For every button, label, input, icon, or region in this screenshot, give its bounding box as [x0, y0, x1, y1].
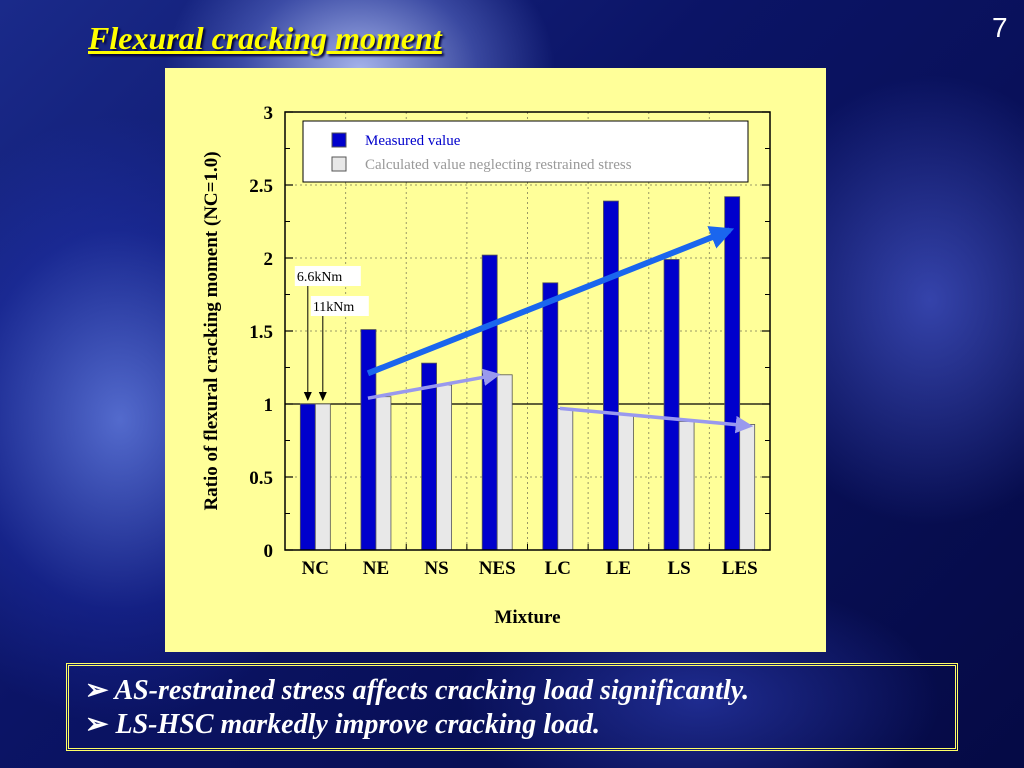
- summary-line-1: ➢ AS-restrained stress affects cracking …: [85, 674, 955, 708]
- bar-calculated: [496, 374, 513, 551]
- bar-measured: [481, 254, 498, 551]
- bar-calculated: [436, 384, 452, 551]
- bar-calculated: [618, 413, 634, 551]
- bar-measured: [360, 329, 377, 551]
- legend-label: Measured value: [365, 133, 461, 149]
- trend-arrow: [366, 226, 735, 377]
- page-number: 7: [992, 12, 1008, 43]
- x-tick-label: LE: [606, 558, 631, 579]
- annotation-arrow-icon: [303, 392, 312, 401]
- trend-arrow: [367, 368, 501, 400]
- bar-chart: 0 0.5 1 1.5 2 2.5 3 NC NE NS NES LC LE LS LES Mixture Ra…: [201, 103, 771, 628]
- y-tick-label: 2: [264, 249, 274, 270]
- annotation-label: 11kNm: [313, 300, 355, 315]
- annotation-bg: [310, 296, 369, 316]
- y-tick-label: 1.5: [249, 322, 273, 343]
- x-axis-label: Mixture: [494, 607, 560, 628]
- bar-measured: [603, 200, 619, 551]
- chart-panel: 0 0.5 1 1.5 2 2.5 3 NC NE NS NES LC LE LS LES Mixture Ra…: [165, 68, 826, 652]
- x-tick-label: LC: [545, 558, 571, 579]
- arrow-bullet-icon: ➢: [85, 709, 109, 740]
- bar-calculated: [314, 403, 331, 551]
- bar-calculated: [557, 407, 574, 551]
- bar-measured: [724, 196, 741, 551]
- annotation-label: 6.6kNm: [297, 270, 343, 285]
- x-tick-label: LS: [667, 558, 690, 579]
- y-tick-label: 3: [264, 103, 274, 124]
- y-axis-label: Ratio of flexural cracking moment (NC=1.…: [201, 151, 222, 510]
- x-tick-label: NES: [479, 558, 516, 579]
- y-tick-label: 1: [264, 395, 274, 416]
- y-tick-label: 2.5: [249, 176, 273, 197]
- x-tick-label: NS: [424, 558, 448, 579]
- x-tick-label: LES: [722, 558, 758, 579]
- summary-box: ➢ AS-restrained stress affects cracking …: [66, 663, 958, 751]
- y-tick-label: 0: [264, 541, 274, 562]
- legend-swatch: [331, 156, 347, 172]
- arrow-bullet-icon: ➢: [85, 675, 109, 706]
- summary-line-2: ➢ LS-HSC markedly improve cracking load.: [85, 708, 955, 742]
- y-tick-label: 0.5: [249, 468, 273, 489]
- annotation-bg: [294, 266, 361, 286]
- slide-title: Flexural cracking moment: [88, 20, 442, 56]
- x-tick-label: NE: [363, 558, 389, 579]
- annotation-arrow-icon: [318, 392, 327, 401]
- bar-calculated: [678, 421, 695, 551]
- trend-arrow: [559, 406, 754, 434]
- bar-measured: [299, 403, 316, 551]
- bar-measured: [542, 282, 559, 551]
- x-tick-label: NC: [302, 558, 329, 579]
- bar-calculated: [739, 424, 756, 551]
- bar-measured: [663, 259, 680, 551]
- bar-calculated: [375, 396, 392, 551]
- bar-measured: [421, 362, 437, 551]
- summary-text-1: AS-restrained stress affects cracking lo…: [114, 675, 750, 706]
- legend-label: Calculated value neglecting restrained s…: [365, 157, 632, 173]
- legend-box: [302, 120, 749, 183]
- legend-swatch: [331, 132, 347, 148]
- summary-text-2: LS-HSC markedly improve cracking load.: [115, 709, 600, 740]
